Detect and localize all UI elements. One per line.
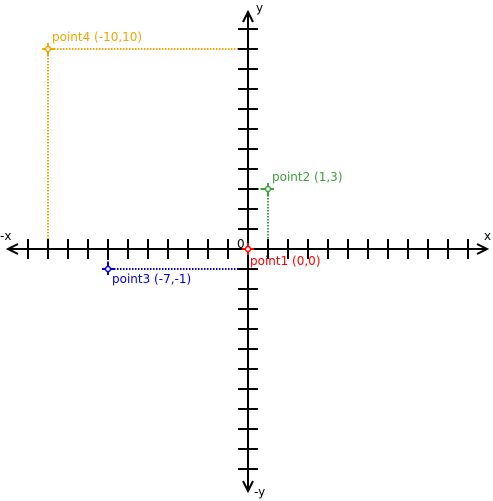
point4-marker — [42, 43, 54, 55]
points: point1 (0,0) point2 (1,3) point3 (-7,-1) po… — [42, 30, 343, 286]
point2-marker — [262, 183, 274, 195]
y-axis-label: y — [256, 1, 263, 15]
point3-label: point3 (-7,-1) — [112, 272, 191, 286]
point4-label: point4 (-10,10) — [52, 30, 142, 44]
x-axis-arrow-left — [5, 243, 19, 255]
point2-label: point2 (1,3) — [272, 170, 343, 184]
point1-label: point1 (0,0) — [250, 254, 321, 268]
axis-ticks — [27, 28, 469, 470]
y-axis-arrow-top — [242, 9, 254, 23]
y-axis-arrow-bottom — [242, 480, 254, 494]
point3-marker — [102, 263, 114, 275]
x-axis-label: x — [484, 229, 491, 243]
neg-y-axis-label: -y — [254, 485, 265, 499]
point1-marker — [242, 243, 254, 255]
origin-label: 0 — [237, 237, 245, 251]
x-axis-arrow-right — [476, 243, 490, 255]
neg-x-axis-label: -x — [0, 229, 11, 243]
guide-lines — [47, 48, 269, 270]
